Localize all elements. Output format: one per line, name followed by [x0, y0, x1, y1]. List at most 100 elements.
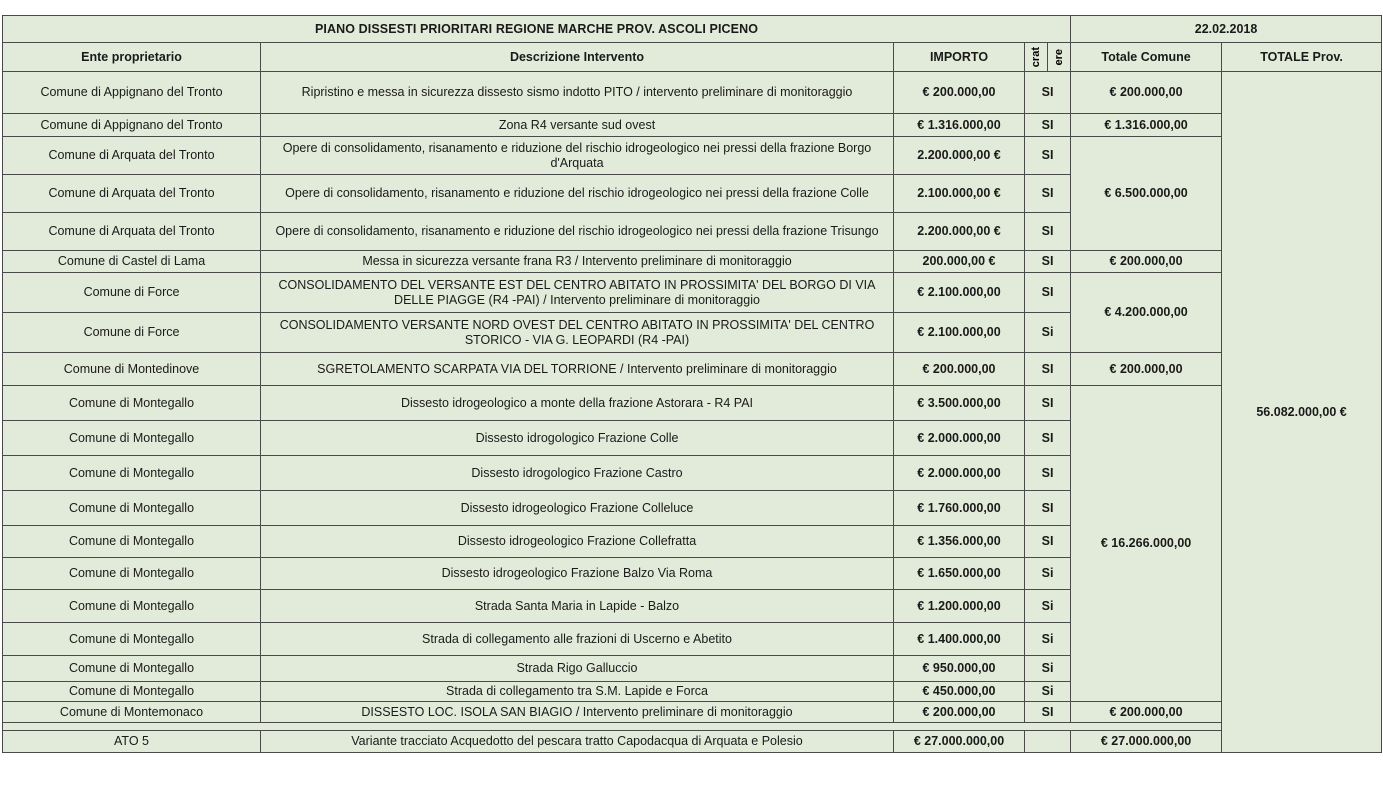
cell-ente: Comune di Montegallo: [2, 681, 261, 702]
table-row: Comune di Arquata del Tronto Opere di con…: [2, 174, 1382, 213]
cell-cratere: SI: [1023, 525, 1072, 558]
table-row: Comune di Castel di Lama Messa in sicurez…: [2, 250, 1382, 273]
cell-cratere: SI: [1023, 272, 1072, 313]
table-body: PIANO DISSESTI PRIORITARI REGIONE MARCHE…: [1, 15, 1383, 753]
dissesti-table: PIANO DISSESTI PRIORITARI REGIONE MARCHE…: [1, 15, 1383, 753]
cell-cratere: SI: [1023, 352, 1072, 386]
table-row: Comune di Arquata del Tronto Opere di con…: [2, 212, 1382, 251]
cell-descrizione: CONSOLIDAMENTO VERSANTE NORD OVEST DEL C…: [260, 312, 894, 353]
cell-totale-comune: € 200.000,00: [1070, 701, 1223, 723]
cell-ente: Comune di Arquata del Tronto: [2, 136, 261, 175]
table-row: Comune di Montemonaco DISSESTO LOC. ISOLA…: [2, 701, 1382, 723]
cell-importo: 200.000,00 €: [893, 250, 1025, 273]
cell-descrizione: Dissesto idrogeologico a monte della fra…: [260, 385, 894, 421]
cell-descrizione: SGRETOLAMENTO SCARPATA VIA DEL TORRIONE …: [260, 352, 894, 386]
table-row: Comune di Appignano del Tronto Ripristino…: [2, 71, 1383, 753]
cell-ente: Comune di Montegallo: [2, 525, 261, 558]
cell-importo: € 200.000,00: [893, 71, 1025, 114]
table-row: Comune di Montegallo Dissesto idrogeologi…: [2, 490, 1382, 526]
cell-descrizione: Dissesto idrogologico Frazione Colle: [260, 420, 894, 456]
cell-importo: € 1.760.000,00: [893, 490, 1025, 526]
cell-descrizione: Dissesto idrogeologico Frazione Balzo Vi…: [260, 557, 894, 590]
column-header-row: Ente proprietario Descrizione Intervento…: [2, 42, 1383, 72]
column-header-cratere-part2: ere: [1046, 42, 1072, 72]
cell-importo: € 1.200.000,00: [893, 589, 1025, 623]
table-row: Comune di Force CONSOLIDAMENTO DEL VERSAN…: [2, 272, 1382, 353]
cell-ente: Comune di Montemonaco: [2, 701, 261, 723]
cell-descrizione: Dissesto idrogeologico Frazione Collefra…: [260, 525, 894, 558]
cell-totale-comune: € 200.000,00: [1070, 71, 1223, 114]
cell-descrizione: Opere di consolidamento, risanamento e r…: [260, 136, 894, 175]
cell-totale-comune: € 200.000,00: [1070, 352, 1223, 386]
cell-totale-comune: € 4.200.000,00: [1070, 272, 1223, 353]
cell-descrizione: CONSOLIDAMENTO DEL VERSANTE EST DEL CENT…: [260, 272, 894, 313]
cell-descrizione: Dissesto idrogeologico Frazione Colleluc…: [260, 490, 894, 526]
column-header-ente: Ente proprietario: [2, 42, 261, 72]
title-row: PIANO DISSESTI PRIORITARI REGIONE MARCHE…: [1, 15, 1383, 43]
cell-importo: 2.200.000,00 €: [893, 212, 1025, 251]
column-header-descrizione: Descrizione Intervento: [260, 42, 894, 72]
cell-cratere: SI: [1023, 113, 1072, 137]
cell-ente: Comune di Montegallo: [2, 490, 261, 526]
cell-cratere: Si: [1023, 681, 1072, 702]
cell-importo: € 2.000.000,00: [893, 420, 1025, 456]
cell-cratere: SI: [1023, 385, 1072, 421]
cell-cratere: Si: [1023, 589, 1072, 623]
cell-cratere: SI: [1023, 701, 1072, 723]
cell-importo: 2.200.000,00 €: [893, 136, 1025, 175]
cell-ente: Comune di Montegallo: [2, 622, 261, 656]
table-row: Comune di Montegallo Dissesto idrogologic…: [2, 455, 1382, 491]
cell-ato-ente: ATO 5: [2, 730, 261, 753]
cell-descrizione: Strada Rigo Galluccio: [260, 655, 894, 682]
cell-ente: Comune di Appignano del Tronto: [2, 113, 261, 137]
cell-importo: 2.100.000,00 €: [893, 174, 1025, 213]
cell-importo: € 200.000,00: [893, 352, 1025, 386]
cell-ente: Comune di Montedinove: [2, 352, 261, 386]
cell-importo: € 1.400.000,00: [893, 622, 1025, 656]
cell-cratere: SI: [1023, 490, 1072, 526]
ato-row: ATO 5 Variante tracciato Acquedotto del p…: [2, 730, 1382, 753]
cell-descrizione: Opere di consolidamento, risanamento e r…: [260, 174, 894, 213]
cell-ato-totale-comune: € 27.000.000,00: [1070, 730, 1223, 753]
cell-ente: Comune di Montegallo: [2, 385, 261, 421]
cell-ente: Comune di Montegallo: [2, 455, 261, 491]
cell-ato-descrizione: Variante tracciato Acquedotto del pescar…: [260, 730, 894, 753]
cell-importo: € 950.000,00: [893, 655, 1025, 682]
cell-cratere: SI: [1023, 420, 1072, 456]
cell-descrizione: Dissesto idrogologico Frazione Castro: [260, 455, 894, 491]
cell-ente: Comune di Montegallo: [2, 557, 261, 590]
cell-importo: € 1.650.000,00: [893, 557, 1025, 590]
column-header-importo: IMPORTO: [893, 42, 1025, 72]
cell-totale-comune: € 1.316.000,00: [1070, 113, 1223, 137]
column-header-totale-prov: TOTALE Prov.: [1221, 42, 1383, 72]
table-row: Comune di Appignano del Tronto Zona R4 ve…: [2, 113, 1382, 137]
cell-descrizione: Strada di collegamento alle frazioni di …: [260, 622, 894, 656]
cell-importo: € 3.500.000,00: [893, 385, 1025, 421]
column-header-cratere-part1: crat: [1024, 42, 1048, 72]
table-row: Comune di Arquata del Tronto Opere di con…: [2, 136, 1382, 251]
table-row: Comune di Montegallo Dissesto idrogeologi…: [2, 385, 1382, 702]
cell-descrizione: Strada Santa Maria in Lapide - Balzo: [260, 589, 894, 623]
cell-descrizione: DISSESTO LOC. ISOLA SAN BIAGIO / Interve…: [260, 701, 894, 723]
cell-cratere: SI: [1023, 455, 1072, 491]
cell-cratere: Si: [1023, 557, 1072, 590]
cell-importo: € 450.000,00: [893, 681, 1025, 702]
cell-ente: Comune di Montegallo: [2, 589, 261, 623]
cell-cratere: Si: [1023, 312, 1072, 353]
cell-ente: Comune di Force: [2, 272, 261, 313]
cell-importo: € 2.100.000,00: [893, 272, 1025, 313]
cell-descrizione: Zona R4 versante sud ovest: [260, 113, 894, 137]
cell-descrizione: Opere di consolidamento, risanamento e r…: [260, 212, 894, 251]
cell-importo: € 200.000,00: [893, 701, 1025, 723]
cell-cratere: Si: [1023, 655, 1072, 682]
table-row: Comune di Montegallo Dissesto idrogeologi…: [2, 557, 1382, 590]
cell-cratere: Si: [1023, 622, 1072, 656]
cell-cratere: SI: [1023, 174, 1072, 213]
table-row: Comune di Montegallo Strada Santa Maria i…: [2, 589, 1382, 623]
cell-importo: € 1.316.000,00: [893, 113, 1025, 137]
cell-ente: Comune di Arquata del Tronto: [2, 174, 261, 213]
cell-importo: € 2.000.000,00: [893, 455, 1025, 491]
spacer-row: [1, 722, 1382, 731]
column-header-totale-comune: Totale Comune: [1070, 42, 1223, 72]
